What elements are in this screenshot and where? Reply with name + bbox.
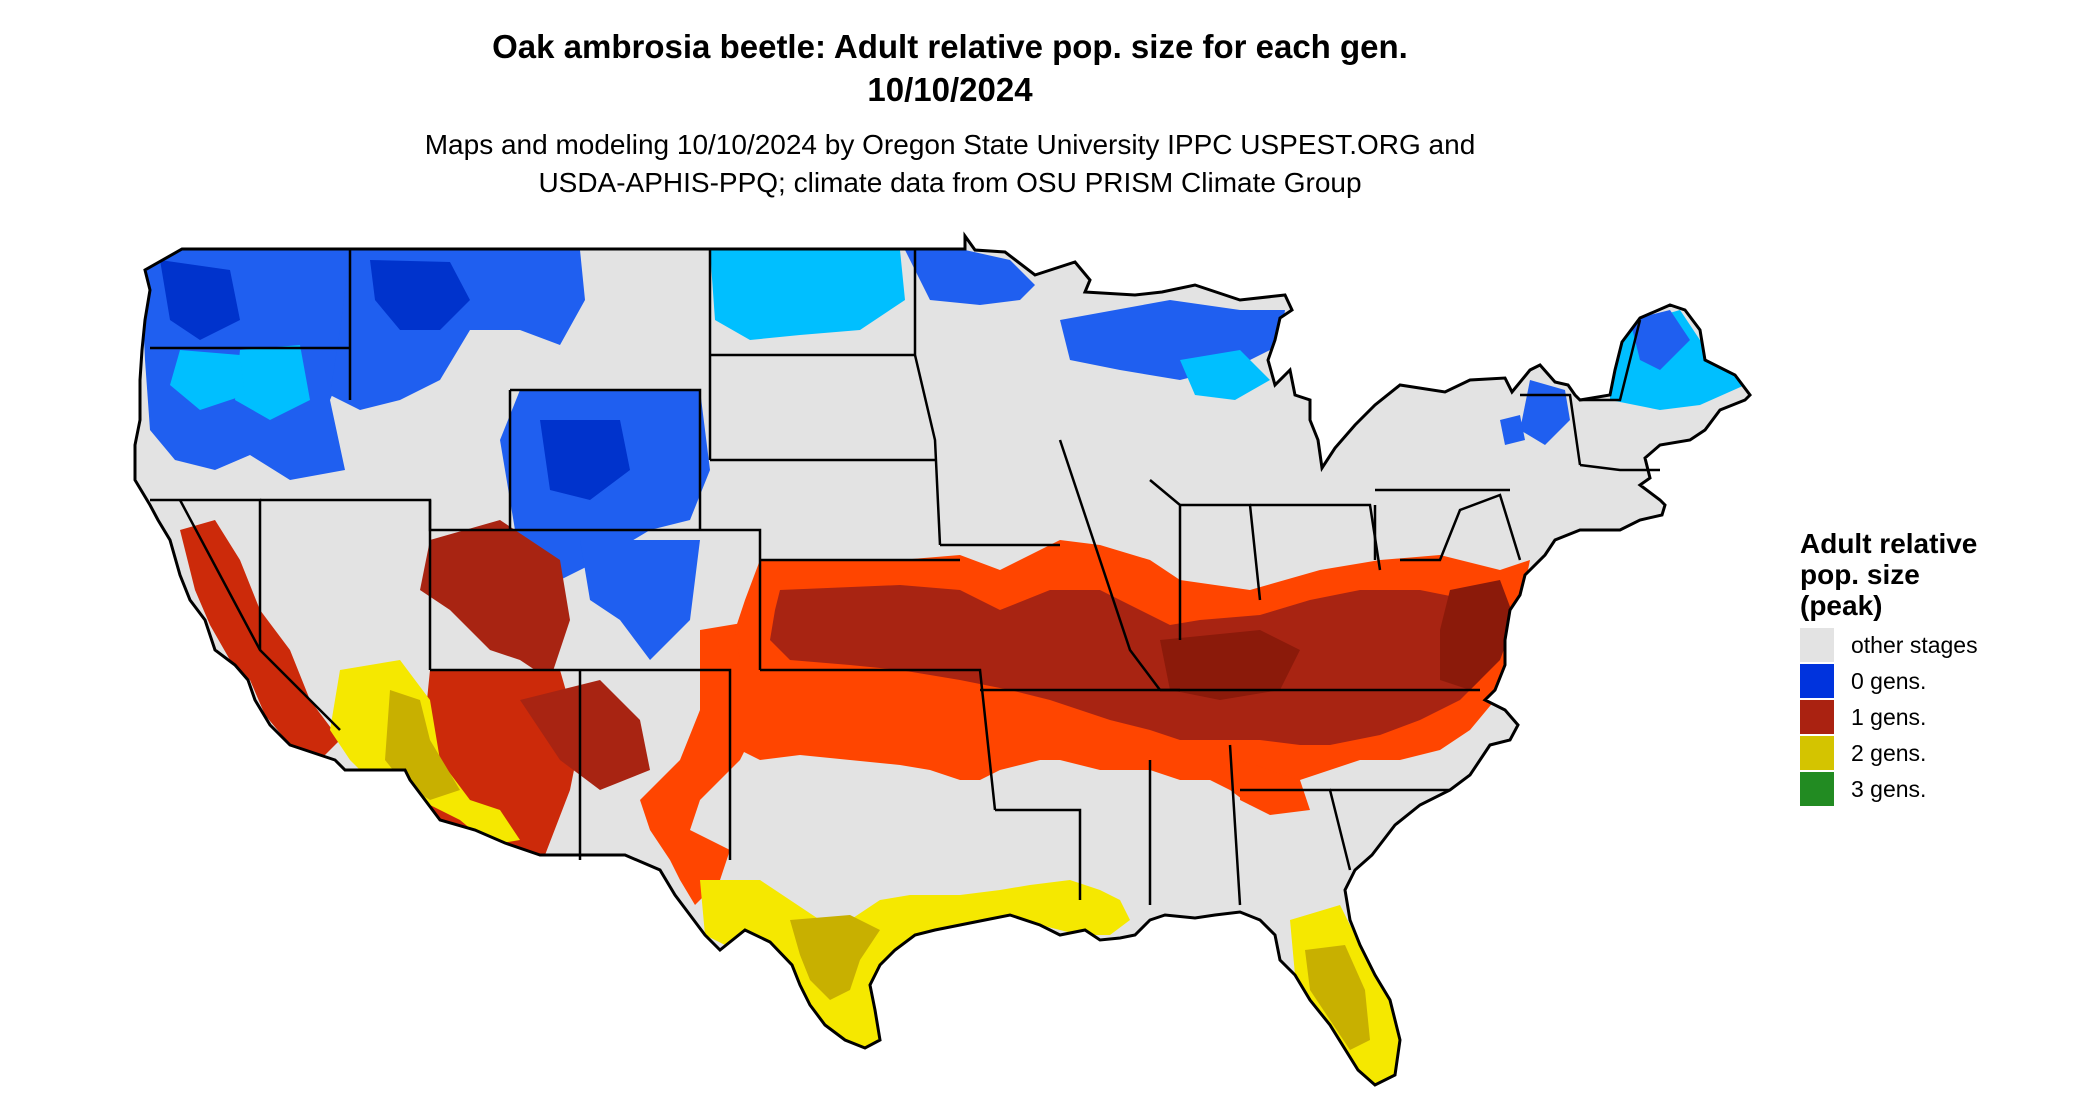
state-borders (150, 250, 1660, 906)
legend-item-other-stages: other stages (1800, 628, 1978, 662)
map-subtitle-line2: USDA-APHIS-PPQ; climate data from OSU PR… (538, 167, 1362, 198)
legend-item-3-gens: 3 gens. (1800, 772, 1926, 806)
us-map (133, 234, 1752, 1087)
legend-swatch (1800, 736, 1834, 770)
legend-swatch (1800, 664, 1834, 698)
map-title-line2: 10/10/2024 (867, 71, 1033, 108)
legend-item-0-gens: 0 gens. (1800, 664, 1926, 698)
two-gen-regions (330, 660, 1400, 1085)
legend-title-line1: Adult relative (1800, 528, 1978, 559)
map-title-line1: Oak ambrosia beetle: Adult relative pop.… (492, 28, 1408, 65)
legend: Adult relative pop. size (peak) other st… (1800, 528, 1978, 806)
legend-label: 3 gens. (1851, 775, 1927, 802)
map-subtitle-line1: Maps and modeling 10/10/2024 by Oregon S… (424, 129, 1476, 160)
legend-label: other stages (1851, 631, 1978, 658)
legend-swatch (1800, 772, 1834, 806)
legend-label: 1 gens. (1851, 703, 1927, 730)
legend-label: 2 gens. (1851, 739, 1927, 766)
model-regions (140, 250, 1745, 1085)
legend-swatch (1800, 628, 1834, 662)
legend-label: 0 gens. (1851, 667, 1927, 694)
zero-gen-regions (140, 250, 1745, 660)
legend-title-line2: pop. size (1800, 559, 1920, 590)
legend-title-line3: (peak) (1800, 590, 1883, 621)
legend-swatch (1800, 700, 1834, 734)
legend-item-1-gens: 1 gens. (1800, 700, 1926, 734)
one-gen-regions (180, 520, 1530, 905)
legend-item-2-gens: 2 gens. (1800, 736, 1926, 770)
